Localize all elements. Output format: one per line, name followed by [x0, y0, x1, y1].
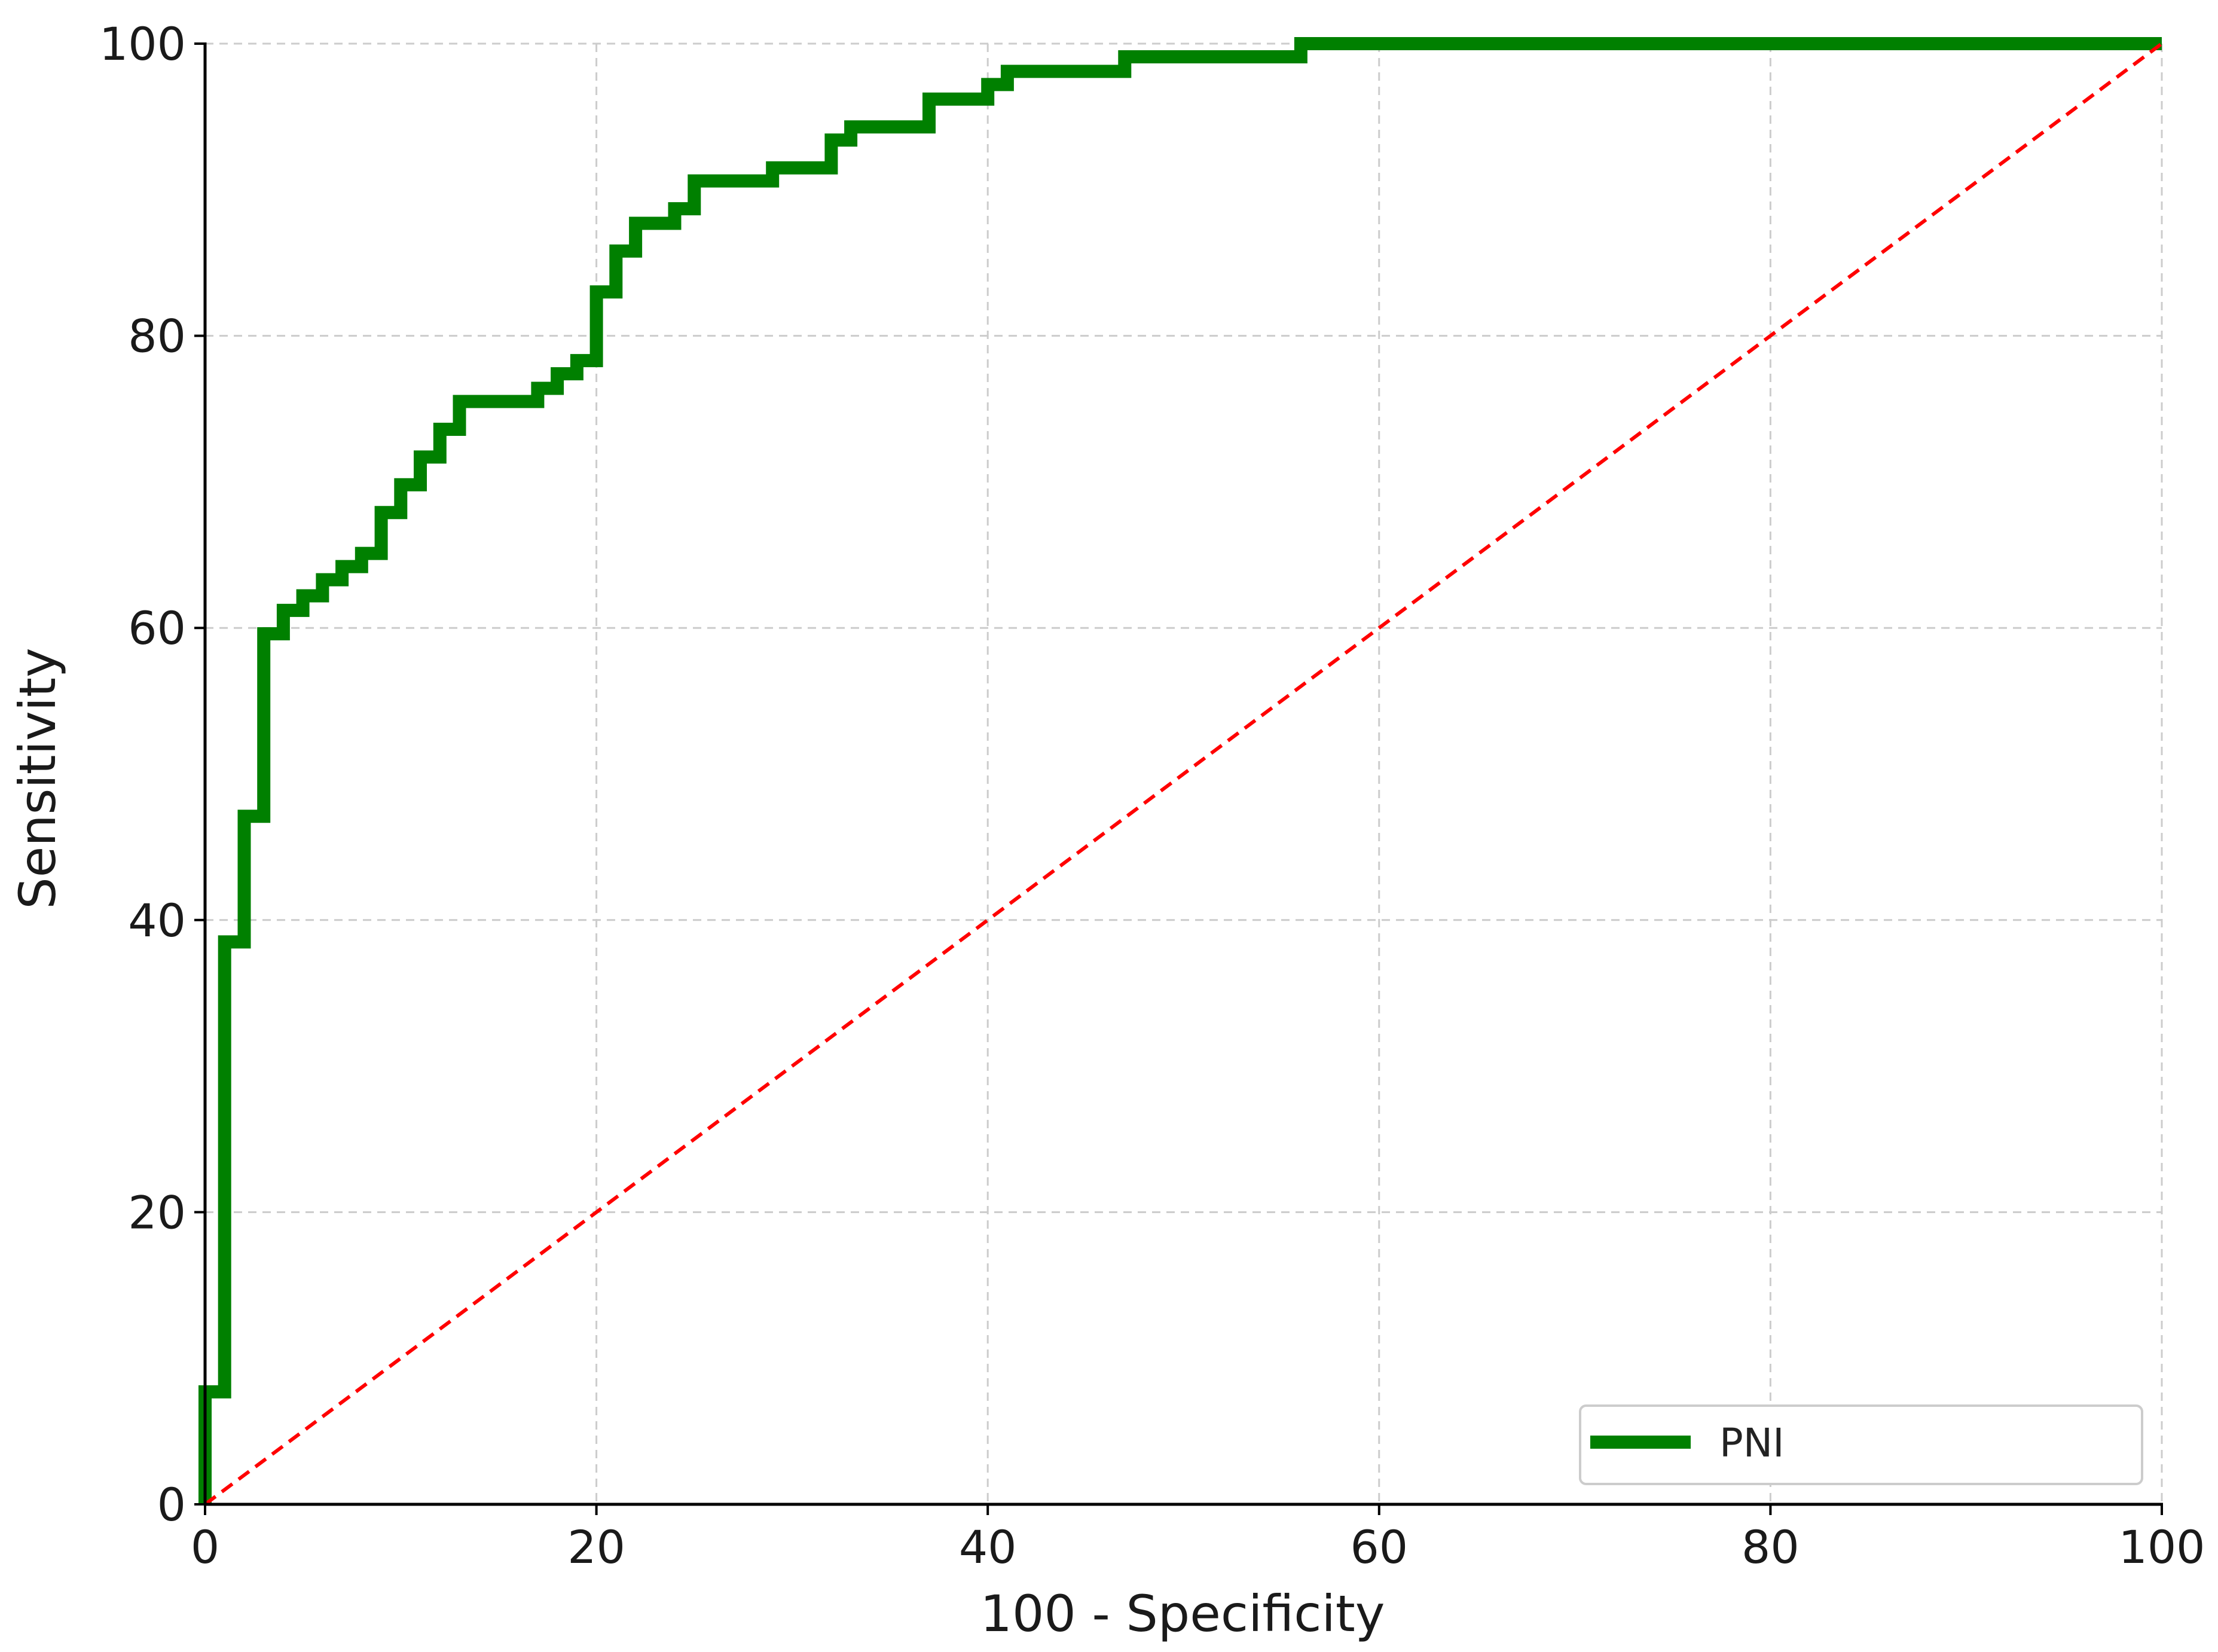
x-tick-label-0: 0 — [191, 1520, 219, 1574]
x-tick-label-4: 80 — [1742, 1520, 1800, 1574]
legend: PNI — [1579, 1404, 2143, 1485]
x-tick-label-5: 100 — [2118, 1520, 2205, 1574]
x-tick-label-2: 40 — [959, 1520, 1017, 1574]
y-tick-label-5: 100 — [99, 17, 186, 71]
y-tick-label-2: 40 — [128, 894, 186, 947]
reference-diagonal-line — [204, 42, 2163, 1506]
x-axis-title: 100 - Specificity — [980, 1584, 1385, 1643]
legend-box — [1579, 1404, 2143, 1485]
x-tick-label-1: 20 — [567, 1520, 625, 1574]
legend-label-pni: PNI — [1719, 1420, 1785, 1466]
grid-lines — [205, 42, 2163, 1504]
series-line-pni — [198, 37, 2162, 1504]
x-tick-label-3: 60 — [1350, 1520, 1408, 1574]
axes — [194, 42, 2163, 1515]
series-layer — [198, 37, 2163, 1506]
y-tick-label-1: 20 — [128, 1186, 186, 1239]
y-tick-label-3: 60 — [128, 601, 186, 655]
y-tick-label-4: 80 — [128, 310, 186, 363]
y-axis-title: Sensitivity — [8, 648, 67, 909]
y-tick-label-0: 0 — [157, 1478, 186, 1531]
tick-labels: 0 20 40 60 80 100 0 20 40 60 80 100 — [99, 17, 2205, 1574]
